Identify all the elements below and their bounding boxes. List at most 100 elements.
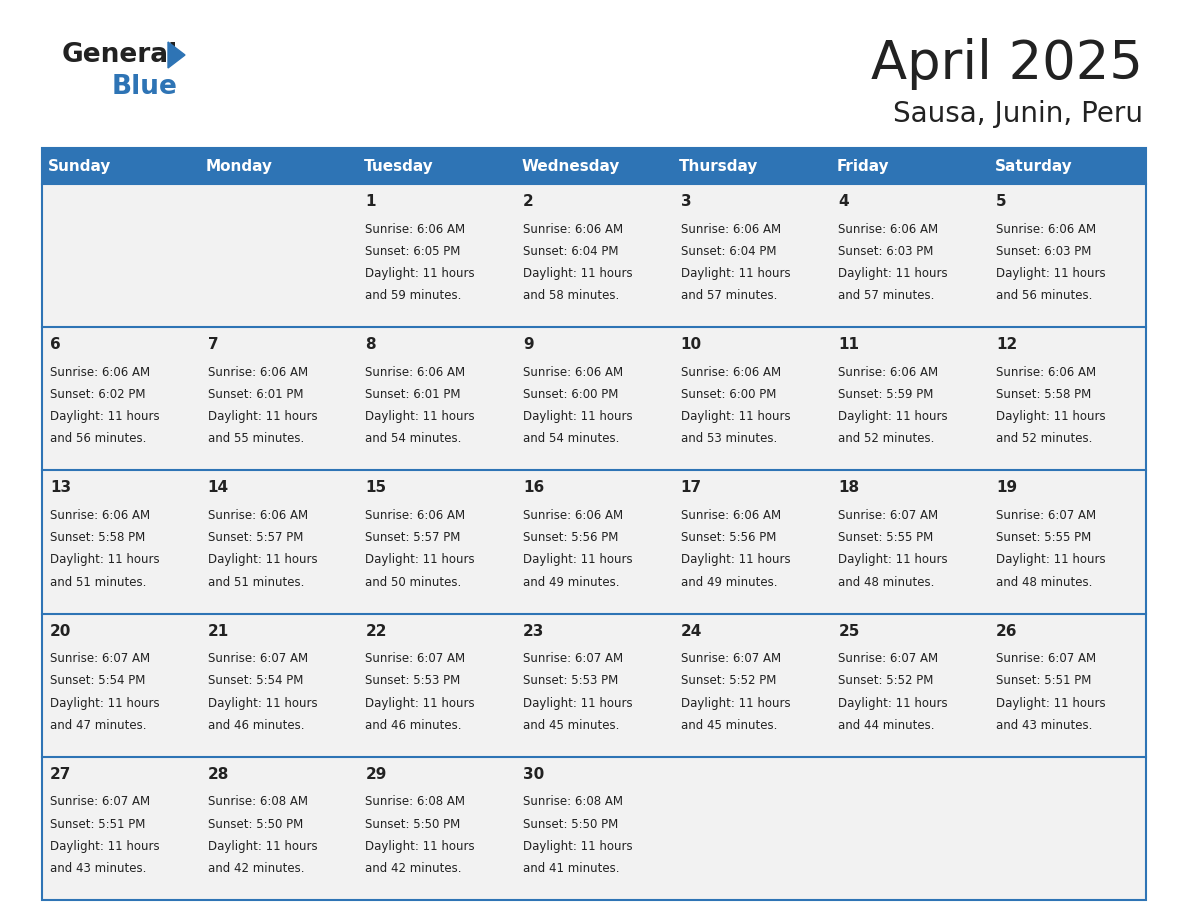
Bar <box>42 184 1146 327</box>
Text: Sunrise: 6:06 AM: Sunrise: 6:06 AM <box>839 223 939 236</box>
Text: Sunset: 6:05 PM: Sunset: 6:05 PM <box>366 245 461 258</box>
Text: Sunset: 6:03 PM: Sunset: 6:03 PM <box>839 245 934 258</box>
Text: and 46 minutes.: and 46 minutes. <box>366 719 462 732</box>
Text: and 48 minutes.: and 48 minutes. <box>997 576 1093 588</box>
Text: Tuesday: Tuesday <box>364 159 434 174</box>
Text: Sunrise: 6:07 AM: Sunrise: 6:07 AM <box>681 653 781 666</box>
Text: Daylight: 11 hours: Daylight: 11 hours <box>366 840 475 853</box>
Text: Sunrise: 6:06 AM: Sunrise: 6:06 AM <box>997 223 1097 236</box>
Text: Daylight: 11 hours: Daylight: 11 hours <box>839 410 948 423</box>
Text: and 50 minutes.: and 50 minutes. <box>366 576 462 588</box>
Text: Sunset: 5:52 PM: Sunset: 5:52 PM <box>839 675 934 688</box>
Text: 13: 13 <box>50 480 71 496</box>
Text: Daylight: 11 hours: Daylight: 11 hours <box>366 697 475 710</box>
Text: 1: 1 <box>366 194 375 209</box>
Text: Daylight: 11 hours: Daylight: 11 hours <box>208 410 317 423</box>
Text: Monday: Monday <box>206 159 273 174</box>
Text: and 55 minutes.: and 55 minutes. <box>208 432 304 445</box>
Text: 29: 29 <box>366 767 386 782</box>
Text: Saturday: Saturday <box>994 159 1073 174</box>
Text: Sunset: 5:58 PM: Sunset: 5:58 PM <box>50 532 145 544</box>
Text: 7: 7 <box>208 337 219 353</box>
Text: Sunset: 5:56 PM: Sunset: 5:56 PM <box>523 532 619 544</box>
Bar <box>42 148 1146 184</box>
Text: and 45 minutes.: and 45 minutes. <box>681 719 777 732</box>
Text: 28: 28 <box>208 767 229 782</box>
Text: Sunrise: 6:06 AM: Sunrise: 6:06 AM <box>681 223 781 236</box>
Text: Sunset: 5:57 PM: Sunset: 5:57 PM <box>208 532 303 544</box>
Text: Sunset: 5:50 PM: Sunset: 5:50 PM <box>523 818 618 831</box>
Text: 20: 20 <box>50 623 71 639</box>
Text: Sunrise: 6:06 AM: Sunrise: 6:06 AM <box>839 366 939 379</box>
Text: Sunset: 5:58 PM: Sunset: 5:58 PM <box>997 388 1092 401</box>
Text: Sunset: 5:55 PM: Sunset: 5:55 PM <box>839 532 934 544</box>
Text: Sunset: 5:57 PM: Sunset: 5:57 PM <box>366 532 461 544</box>
Text: Sunrise: 6:07 AM: Sunrise: 6:07 AM <box>997 653 1097 666</box>
Text: 4: 4 <box>839 194 849 209</box>
Text: Sunset: 6:00 PM: Sunset: 6:00 PM <box>523 388 619 401</box>
Text: 3: 3 <box>681 194 691 209</box>
Text: Daylight: 11 hours: Daylight: 11 hours <box>366 267 475 280</box>
Text: and 54 minutes.: and 54 minutes. <box>366 432 462 445</box>
Text: 21: 21 <box>208 623 229 639</box>
Text: 9: 9 <box>523 337 533 353</box>
Text: Daylight: 11 hours: Daylight: 11 hours <box>366 410 475 423</box>
Text: Sunrise: 6:07 AM: Sunrise: 6:07 AM <box>523 653 624 666</box>
Text: and 56 minutes.: and 56 minutes. <box>50 432 146 445</box>
Text: Daylight: 11 hours: Daylight: 11 hours <box>208 840 317 853</box>
Text: Sunset: 5:54 PM: Sunset: 5:54 PM <box>50 675 145 688</box>
Text: Sunrise: 6:07 AM: Sunrise: 6:07 AM <box>366 653 466 666</box>
Text: 2: 2 <box>523 194 533 209</box>
Text: Daylight: 11 hours: Daylight: 11 hours <box>681 410 790 423</box>
Text: 6: 6 <box>50 337 61 353</box>
Text: Daylight: 11 hours: Daylight: 11 hours <box>523 410 633 423</box>
Text: Sunset: 5:53 PM: Sunset: 5:53 PM <box>366 675 461 688</box>
Text: Blue: Blue <box>112 74 178 100</box>
Text: Wednesday: Wednesday <box>522 159 620 174</box>
Text: and 47 minutes.: and 47 minutes. <box>50 719 146 732</box>
Text: Sunset: 5:50 PM: Sunset: 5:50 PM <box>208 818 303 831</box>
Text: Sunrise: 6:06 AM: Sunrise: 6:06 AM <box>997 366 1097 379</box>
Text: 16: 16 <box>523 480 544 496</box>
Text: Sunset: 5:50 PM: Sunset: 5:50 PM <box>366 818 461 831</box>
Text: Sunset: 6:04 PM: Sunset: 6:04 PM <box>523 245 619 258</box>
Text: Sunrise: 6:07 AM: Sunrise: 6:07 AM <box>208 653 308 666</box>
Text: 8: 8 <box>366 337 375 353</box>
Text: Sunset: 6:00 PM: Sunset: 6:00 PM <box>681 388 776 401</box>
Text: and 49 minutes.: and 49 minutes. <box>523 576 619 588</box>
Text: Sunrise: 6:06 AM: Sunrise: 6:06 AM <box>50 509 150 522</box>
Text: Sunrise: 6:06 AM: Sunrise: 6:06 AM <box>523 366 624 379</box>
Text: Sunrise: 6:08 AM: Sunrise: 6:08 AM <box>208 796 308 809</box>
Text: Sunrise: 6:07 AM: Sunrise: 6:07 AM <box>839 509 939 522</box>
Text: and 45 minutes.: and 45 minutes. <box>523 719 619 732</box>
Text: and 58 minutes.: and 58 minutes. <box>523 289 619 302</box>
Text: 25: 25 <box>839 623 860 639</box>
Text: Daylight: 11 hours: Daylight: 11 hours <box>523 554 633 566</box>
Text: 17: 17 <box>681 480 702 496</box>
Text: Sunset: 5:51 PM: Sunset: 5:51 PM <box>50 818 145 831</box>
Text: and 57 minutes.: and 57 minutes. <box>681 289 777 302</box>
Text: and 49 minutes.: and 49 minutes. <box>681 576 777 588</box>
Bar <box>42 470 1146 613</box>
Text: Daylight: 11 hours: Daylight: 11 hours <box>681 267 790 280</box>
Text: Sunrise: 6:06 AM: Sunrise: 6:06 AM <box>681 509 781 522</box>
Text: Daylight: 11 hours: Daylight: 11 hours <box>366 554 475 566</box>
Text: Sunrise: 6:06 AM: Sunrise: 6:06 AM <box>366 509 466 522</box>
Text: and 51 minutes.: and 51 minutes. <box>50 576 146 588</box>
Text: and 46 minutes.: and 46 minutes. <box>208 719 304 732</box>
Text: and 52 minutes.: and 52 minutes. <box>997 432 1093 445</box>
Text: Daylight: 11 hours: Daylight: 11 hours <box>839 267 948 280</box>
Text: Sunrise: 6:06 AM: Sunrise: 6:06 AM <box>523 223 624 236</box>
Text: 18: 18 <box>839 480 860 496</box>
Text: Daylight: 11 hours: Daylight: 11 hours <box>50 410 159 423</box>
Text: Daylight: 11 hours: Daylight: 11 hours <box>839 554 948 566</box>
Text: and 52 minutes.: and 52 minutes. <box>839 432 935 445</box>
Text: and 44 minutes.: and 44 minutes. <box>839 719 935 732</box>
Text: Sunset: 5:55 PM: Sunset: 5:55 PM <box>997 532 1092 544</box>
Text: and 59 minutes.: and 59 minutes. <box>366 289 462 302</box>
Text: and 57 minutes.: and 57 minutes. <box>839 289 935 302</box>
Text: and 54 minutes.: and 54 minutes. <box>523 432 619 445</box>
Text: 26: 26 <box>997 623 1018 639</box>
Text: 15: 15 <box>366 480 386 496</box>
Text: Daylight: 11 hours: Daylight: 11 hours <box>523 840 633 853</box>
